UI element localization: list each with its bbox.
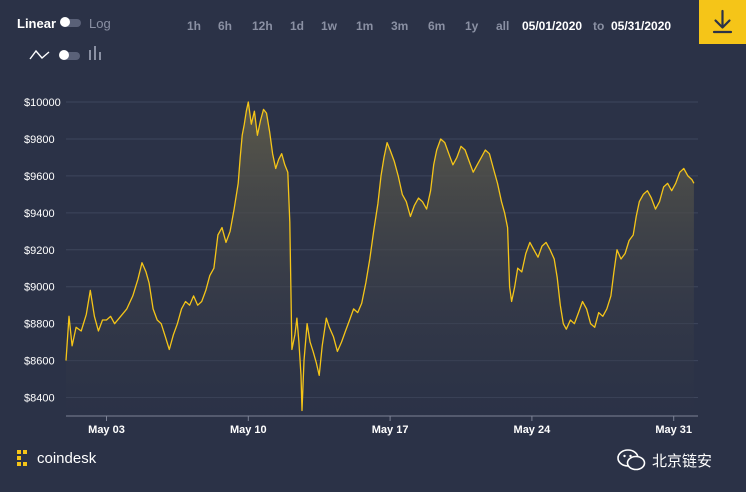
- scale-toggle-knob: [60, 17, 70, 27]
- range-button-1d[interactable]: 1d: [290, 19, 305, 33]
- x-tick-label: May 10: [230, 424, 267, 436]
- wechat-icon: [617, 449, 646, 471]
- download-icon: [712, 9, 733, 34]
- x-tick-label: May 31: [655, 424, 692, 436]
- range-button-12h[interactable]: 12h: [252, 19, 273, 33]
- date-from-field[interactable]: 05/01/2020: [522, 19, 583, 33]
- coindesk-brand: coindesk: [37, 450, 97, 467]
- range-button-6m[interactable]: 6m: [428, 19, 446, 33]
- range-button-6h[interactable]: 6h: [218, 19, 233, 33]
- scale-log-label[interactable]: Log: [89, 16, 111, 31]
- bar-chart-icon[interactable]: [88, 45, 104, 61]
- y-tick-label: $8600: [24, 356, 55, 368]
- scale-linear-label[interactable]: Linear: [17, 16, 57, 31]
- series-line: [65, 101, 695, 412]
- date-separator: to: [593, 19, 605, 33]
- x-tick-label: May 24: [514, 424, 552, 436]
- y-tick-label: $9200: [24, 245, 55, 257]
- y-tick-label: $9600: [24, 171, 55, 183]
- range-button-1m[interactable]: 1m: [356, 19, 374, 33]
- coindesk-logo-icon: [17, 450, 27, 466]
- y-tick-label: $9400: [24, 208, 55, 220]
- y-tick-label: $10000: [24, 97, 61, 109]
- range-button-1w[interactable]: 1w: [321, 19, 338, 33]
- scale-toggle[interactable]: [60, 17, 81, 27]
- y-tick-label: $9800: [24, 134, 55, 146]
- y-tick-label: $8800: [24, 319, 55, 331]
- x-tick-label: May 03: [88, 424, 125, 436]
- download-button[interactable]: [699, 0, 746, 44]
- x-tick-label: May 17: [372, 424, 409, 436]
- series-area: [66, 102, 694, 416]
- y-tick-label: $8400: [24, 393, 55, 405]
- range-button-all[interactable]: all: [496, 19, 510, 33]
- y-tick-label: $9000: [24, 282, 55, 294]
- range-button-3m[interactable]: 3m: [391, 19, 409, 33]
- chart-type-toggle[interactable]: [59, 50, 80, 60]
- axes: $8400 $8600 $8800 $9000 $9200 $9400 $9600 $9800…: [24, 97, 698, 436]
- range-button-1y[interactable]: 1y: [465, 19, 479, 33]
- date-to-field[interactable]: 05/31/2020: [611, 19, 672, 33]
- watermark-text: 北京链安: [652, 453, 713, 470]
- price-line: [65, 101, 695, 412]
- range-button-1h[interactable]: 1h: [187, 19, 202, 33]
- chart-toolbar: Linear Log 1h 6h 12h 1d 1w 1m 3m 6m 1y a…: [0, 0, 746, 60]
- chart-type-toggle-knob: [59, 50, 69, 60]
- price-area: [66, 102, 694, 416]
- line-chart-icon[interactable]: [29, 47, 51, 63]
